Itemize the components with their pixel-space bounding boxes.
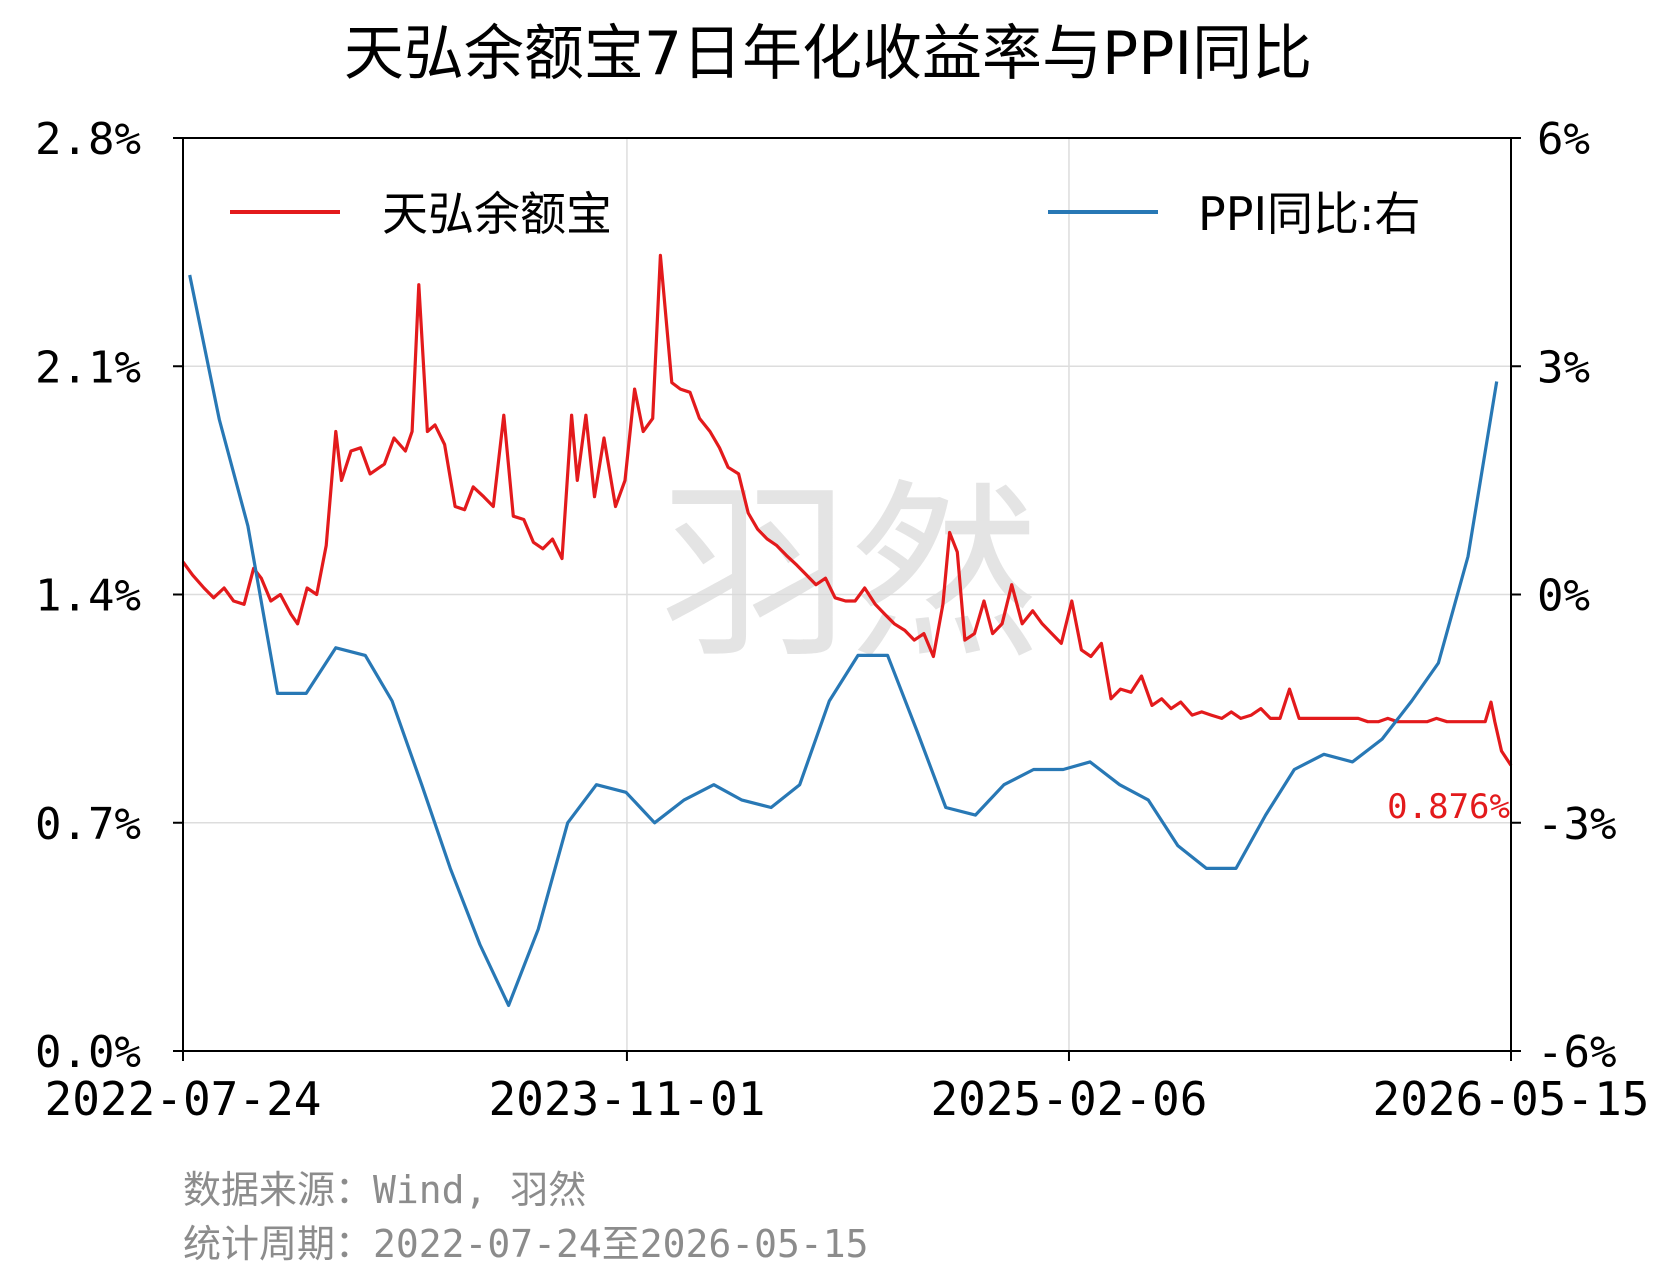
- left-tick-label: 2.8%: [35, 114, 141, 165]
- left-y-axis: 0.0% 0.7% 1.4% 2.1% 2.8%: [35, 114, 183, 1078]
- right-tick-label: 6%: [1537, 114, 1590, 165]
- data-source-note: 数据来源：Wind, 羽然: [183, 1168, 586, 1212]
- chart-title: 天弘余额宝7日年化收益率与PPI同比: [344, 19, 1312, 89]
- right-y-axis: -6% -3% 0% 3% 6%: [1511, 114, 1616, 1078]
- yield-series-line: [181, 253, 1513, 767]
- legend: 天弘余额宝 PPI同比:右: [230, 187, 1421, 241]
- legend-label-yield: 天弘余额宝: [382, 187, 612, 241]
- ppi-series-line: [188, 274, 1499, 1007]
- right-tick-label: 3%: [1537, 342, 1590, 393]
- x-tick-label: 2022-07-24: [45, 1072, 322, 1126]
- right-tick-label: -3%: [1537, 799, 1616, 850]
- gridlines: [183, 138, 1511, 1051]
- series-lines: [181, 253, 1513, 1007]
- yield-end-value-label: 0.876%: [1387, 787, 1510, 827]
- x-tick-label: 2026-05-15: [1373, 1072, 1650, 1126]
- legend-label-ppi: PPI同比:右: [1198, 187, 1421, 241]
- statistic-period-note: 统计周期：2022-07-24至2026-05-15: [183, 1222, 869, 1266]
- x-axis: 2022-07-24 2023-11-01 2025-02-06 2026-05-15: [45, 1051, 1650, 1126]
- left-tick-label: 0.0%: [35, 1027, 141, 1078]
- left-tick-label: 2.1%: [35, 342, 141, 393]
- watermark: 羽然: [660, 464, 1040, 685]
- x-tick-label: 2025-02-06: [930, 1072, 1207, 1126]
- right-tick-label: 0%: [1537, 571, 1590, 622]
- x-tick-label: 2023-11-01: [488, 1072, 765, 1126]
- left-tick-label: 0.7%: [35, 799, 141, 850]
- right-tick-label: -6%: [1537, 1027, 1616, 1078]
- left-tick-label: 1.4%: [35, 571, 141, 622]
